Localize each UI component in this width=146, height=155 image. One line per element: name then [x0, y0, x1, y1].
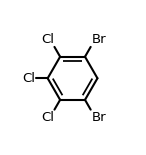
Text: Br: Br	[91, 33, 106, 46]
Text: Cl: Cl	[41, 33, 54, 46]
Text: Br: Br	[91, 111, 106, 124]
Text: Cl: Cl	[41, 111, 54, 124]
Text: Cl: Cl	[22, 72, 35, 85]
